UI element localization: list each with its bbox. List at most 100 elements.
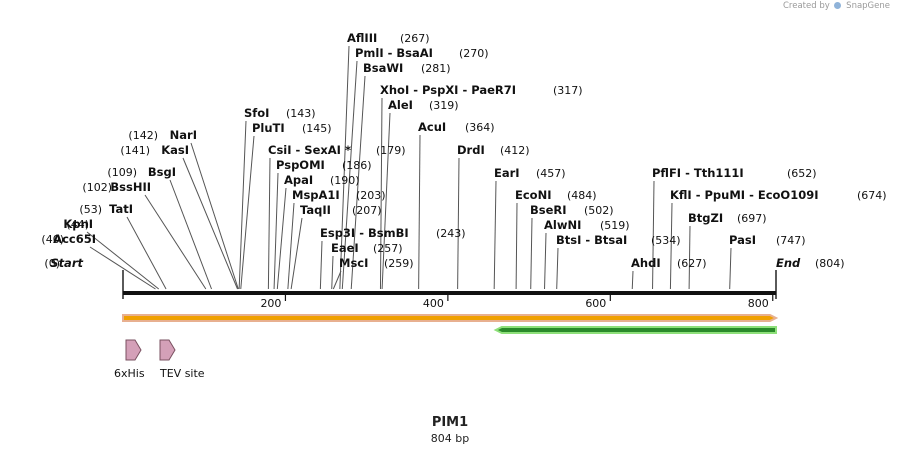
leader-ahdi <box>631 270 634 290</box>
leader-bsgi <box>169 179 212 290</box>
site-pos-kfli-ppumi-ecoo109i: (674) <box>857 189 887 202</box>
site-pos-nari: (142) <box>128 129 158 142</box>
leader-xhoi-pspxi-paer7i <box>379 97 383 290</box>
site-sfoi: SfoI (143) <box>244 106 316 120</box>
leader-afliii <box>339 45 350 290</box>
site-btgzi: BtgZI (697) <box>688 211 767 225</box>
site-pos-kpni: (44) <box>66 218 89 231</box>
site-pos-pasi: (747) <box>776 234 806 247</box>
leader-pspomi <box>273 172 279 290</box>
leader-acui <box>418 134 421 290</box>
site-name-start: Start <box>50 256 83 270</box>
site-pos-acc65i: (40) <box>41 233 64 246</box>
site-pos-start: (0) <box>44 257 60 270</box>
sequence-name: PIM1 <box>431 415 469 430</box>
site-name-pasi: PasI <box>729 233 756 247</box>
tag-label-6xhis: 6xHis <box>114 367 145 380</box>
site-name-bsshii: BssHII <box>110 180 151 194</box>
leader-drdi <box>457 157 460 290</box>
site-labels: Start(0)Acc65I(40)KpnI(44)TatI(53)BssHII… <box>41 31 886 270</box>
site-name-kpni: KpnI <box>63 217 93 231</box>
site-xhoi-pspxi-paer7i: XhoI - PspXI - PaeR7I (317) <box>380 83 583 97</box>
site-name-mspa1i: MspA1I <box>292 188 340 202</box>
site-name-pflfi-tth111i: PflFI - Tth111I <box>652 166 744 180</box>
ruler-label-800: 800 <box>748 297 769 310</box>
leader-btgzi <box>688 225 691 290</box>
site-name-msci: MscI <box>339 256 368 270</box>
backbone-line <box>123 291 776 295</box>
leader-esp3i-bsmbi <box>319 240 323 290</box>
site-pos-sfoi: (143) <box>286 107 316 120</box>
site-csii-sexai: CsiI - SexAI * (179) <box>268 143 406 157</box>
site-pos-taqii: (207) <box>352 204 382 217</box>
leader-pluti <box>240 135 255 290</box>
site-name-acui: AcuI <box>418 120 446 134</box>
site-pos-csii-sexai: (179) <box>376 144 406 157</box>
site-pos-btsi-btsai: (534) <box>651 234 681 247</box>
site-bsshii: BssHII(102) <box>82 180 151 194</box>
site-kasi: KasI (141) <box>120 143 189 157</box>
tag-label-tev-site: TEV site <box>159 367 205 380</box>
site-name-xhoi-pspxi-paer7i: XhoI - PspXI - PaeR7I <box>380 83 516 97</box>
site-name-end: End <box>776 256 801 270</box>
site-pos-bsawi: (281) <box>421 62 451 75</box>
credit-prefix: Created by <box>782 1 830 11</box>
site-name-esp3i-bsmbi: Esp3I - BsmBI <box>320 226 409 240</box>
site-pos-pmli-bsaai: (270) <box>459 47 489 60</box>
leader-bsshii <box>144 194 207 290</box>
site-pos-esp3i-bsmbi: (243) <box>436 227 466 240</box>
site-pos-bseri: (502) <box>584 204 614 217</box>
sequence-backbone: 200 400 600 800 <box>122 270 777 310</box>
site-alwni: AlwNI (519) <box>544 218 630 232</box>
tag-features: 6xHis TEV site <box>114 339 205 380</box>
site-pos-eari: (457) <box>536 167 566 180</box>
orf-arrow <box>122 314 779 322</box>
site-pos-pspomi: (186) <box>342 159 372 172</box>
site-btsi-btsai: BtsI - BtsaI (534) <box>556 233 681 247</box>
site-pos-end: (804) <box>815 257 845 270</box>
site-name-btgzi: BtgZI <box>688 211 723 225</box>
green-feature-arrow <box>493 326 777 334</box>
leader-tati <box>126 216 167 290</box>
site-name-drdi: DrdI <box>457 143 485 157</box>
site-name-ahdi: AhdI <box>631 256 661 270</box>
leader-eari <box>493 180 497 290</box>
site-pmli-bsaai: PmlI - BsaAI (270) <box>355 46 489 60</box>
leader-kfli-ppumi-ecoo109i <box>669 202 673 290</box>
credit-brand: SnapGene <box>846 1 890 11</box>
leader-alei <box>381 112 391 290</box>
site-eaei: EaeI (257) <box>331 241 403 255</box>
leader-sfoi <box>238 120 247 290</box>
leader-mspa1i <box>287 202 295 290</box>
site-bsawi: BsaWI (281) <box>363 61 451 75</box>
site-drdi: DrdI (412) <box>457 143 530 157</box>
site-leaders <box>86 45 732 290</box>
ruler-label-600: 600 <box>585 297 606 310</box>
site-name-nari: NarI <box>170 128 197 142</box>
tag-arrow-tev-site <box>159 339 176 361</box>
site-pos-drdi: (412) <box>500 144 530 157</box>
leader-btsi-btsai <box>556 247 559 290</box>
site-econi: EcoNI (484) <box>515 188 597 202</box>
site-msci: MscI (259) <box>339 256 414 270</box>
site-name-bseri: BseRI <box>530 203 567 217</box>
site-pflfi-tth111i: PflFI - Tth111I (652) <box>652 166 817 180</box>
tag-arrow-6xhis <box>125 339 142 361</box>
leader-kasi <box>182 157 238 290</box>
leader-apai <box>276 187 287 290</box>
site-afliii: AflIII (267) <box>347 31 430 45</box>
site-name-tati: TatI <box>109 202 133 216</box>
site-pos-pluti: (145) <box>302 122 332 135</box>
site-eari: EarI (457) <box>494 166 566 180</box>
site-pos-apai: (190) <box>330 174 360 187</box>
site-name-eari: EarI <box>494 166 520 180</box>
site-mspa1i: MspA1I (203) <box>292 188 386 202</box>
ruler-label-400: 400 <box>423 297 444 310</box>
site-pos-acui: (364) <box>465 121 495 134</box>
leader-acc65i <box>89 246 156 290</box>
leader-csii-sexai <box>267 157 271 290</box>
site-name-apai: ApaI <box>284 173 313 187</box>
leader-alwni <box>544 232 547 290</box>
site-pos-econi: (484) <box>567 189 597 202</box>
